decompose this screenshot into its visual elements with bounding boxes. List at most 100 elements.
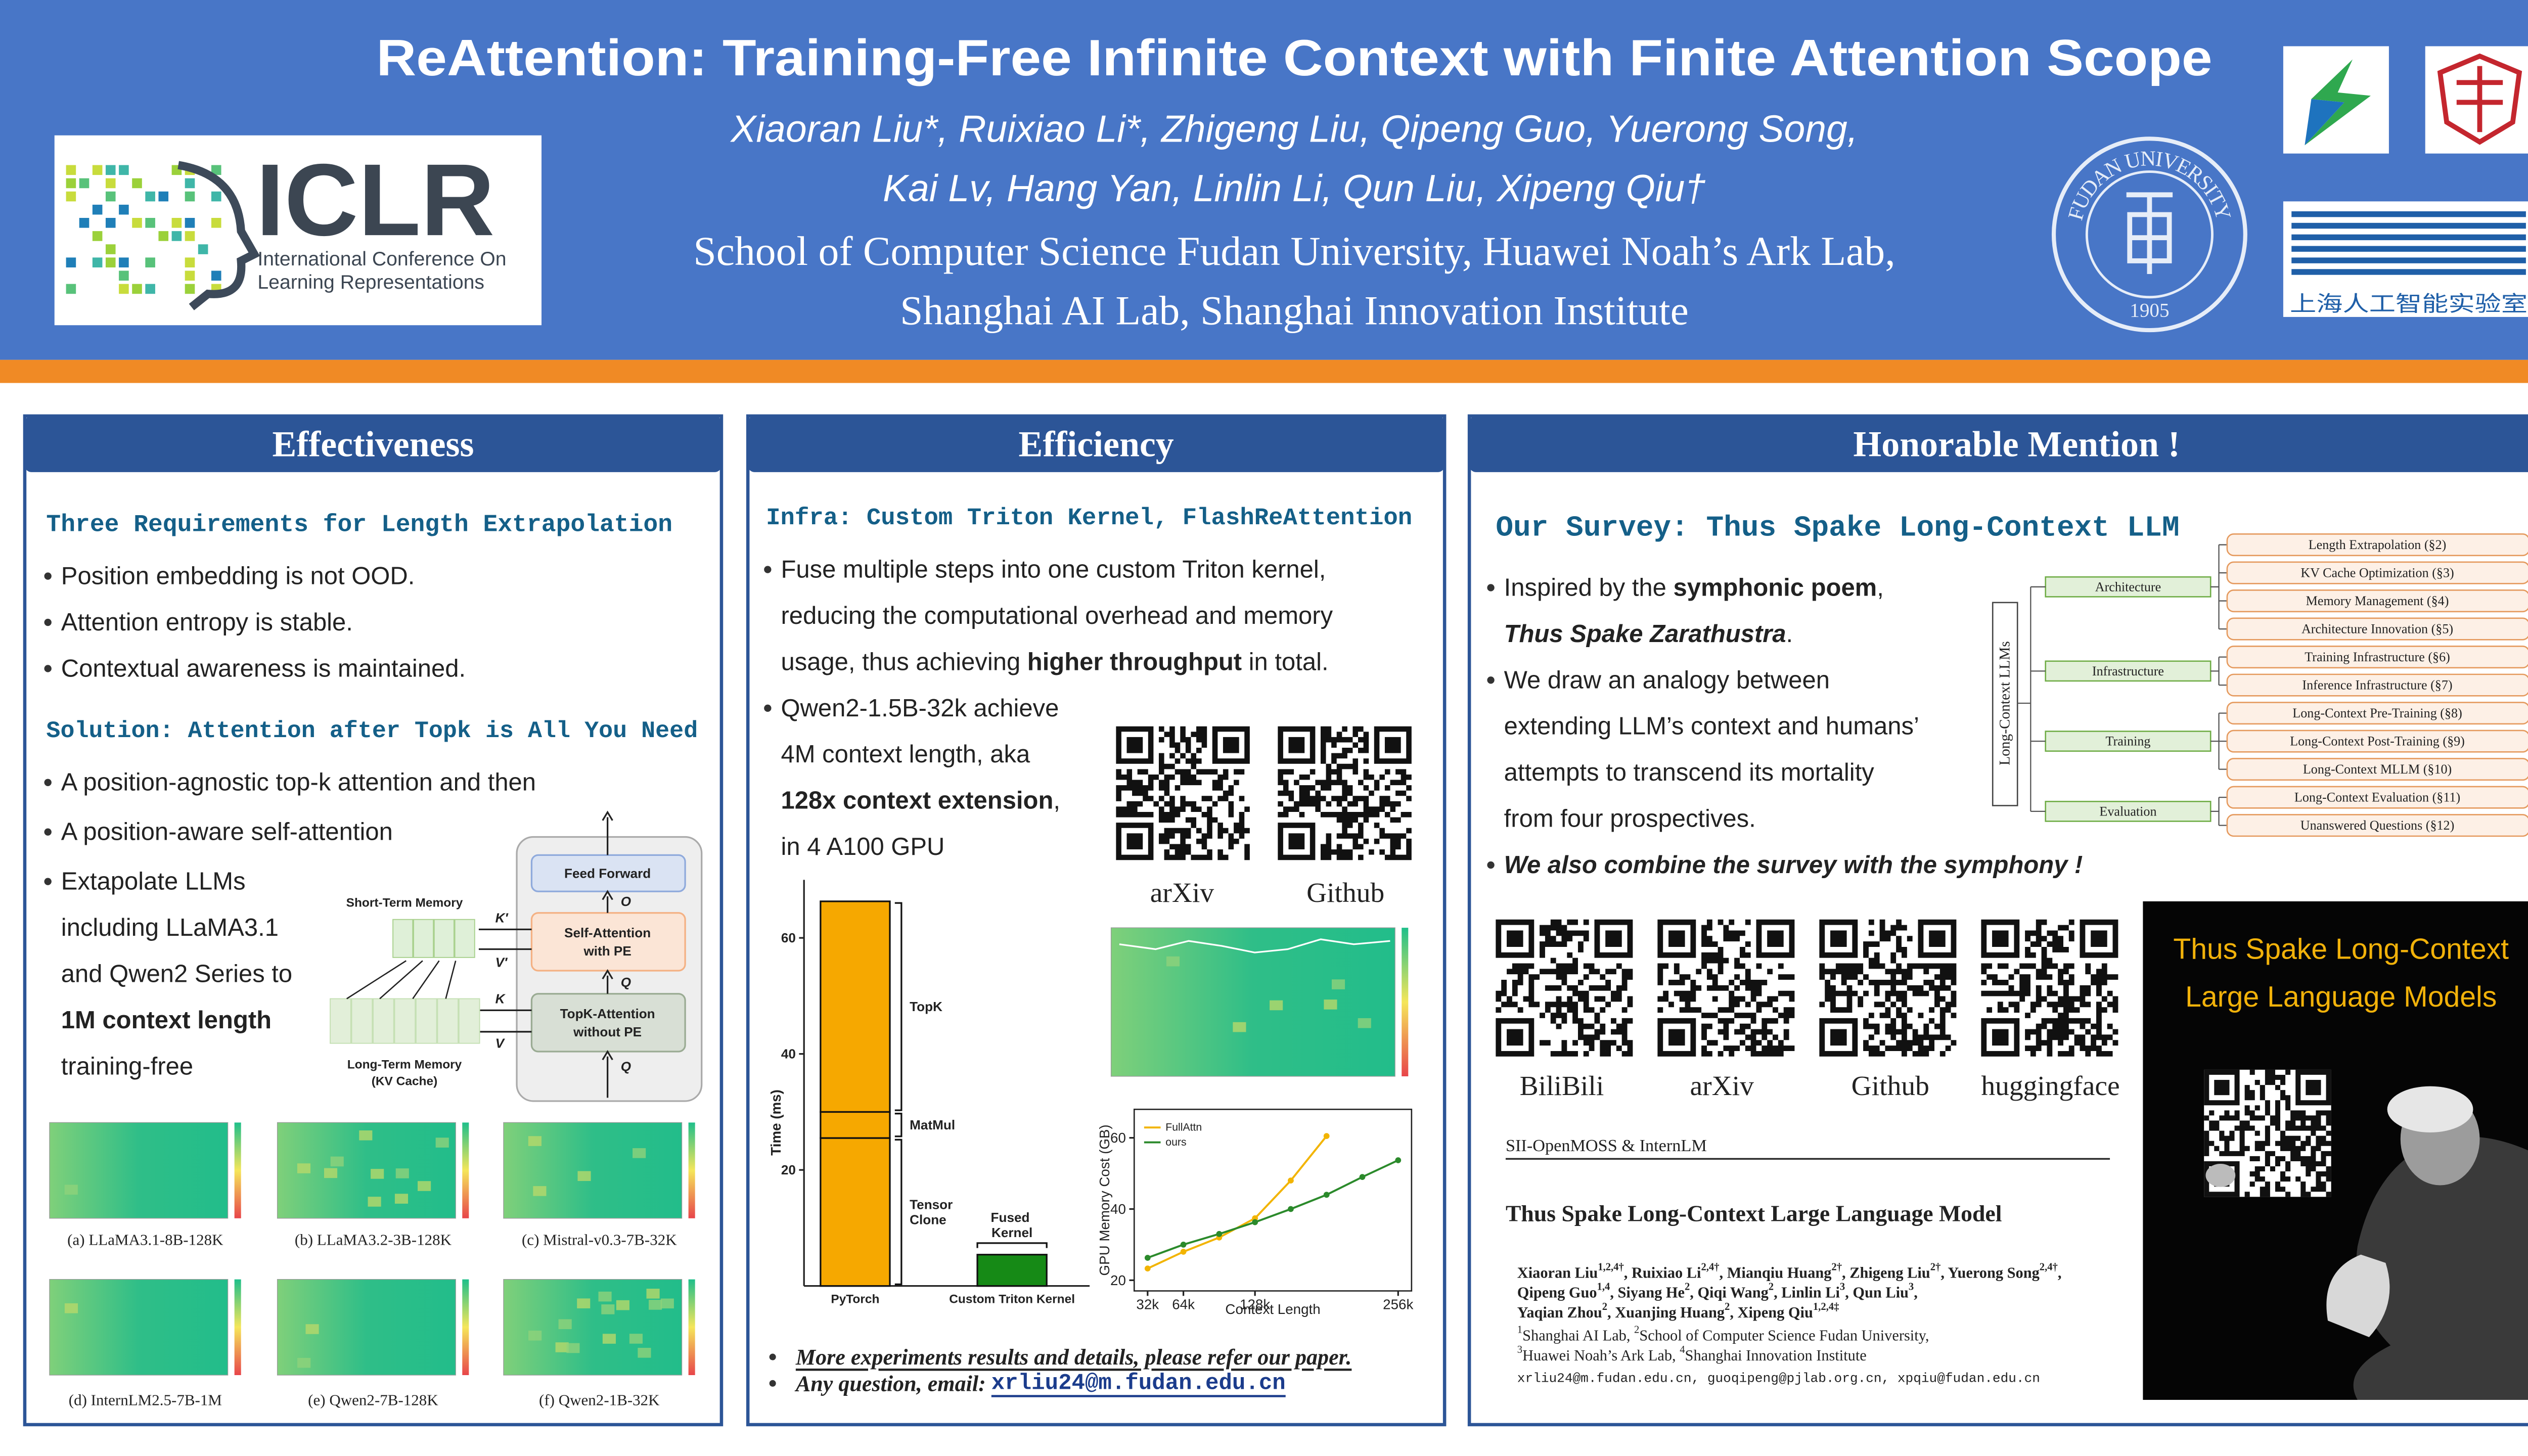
logo-pixel bbox=[119, 270, 129, 281]
paper-affiliations-part: 2 bbox=[1634, 1325, 1639, 1336]
memory-cell bbox=[433, 919, 455, 958]
bullet-text: attempts to transcend its mortality bbox=[1504, 759, 1875, 786]
memory-cell bbox=[330, 998, 351, 1044]
logo-pixel bbox=[132, 218, 142, 228]
paper-authors: Xiaoran Liu1,2,4†, Ruixiao Li2,4†, Mianq… bbox=[1517, 1262, 2062, 1282]
logo-pixel bbox=[105, 218, 116, 228]
paper-authors-part: 2,4† bbox=[1701, 1262, 1719, 1273]
memory-cell bbox=[392, 919, 414, 958]
bullet bbox=[769, 1380, 776, 1387]
paper-authors-part: , Xuanjing Huang bbox=[1607, 1304, 1725, 1321]
tree-leaf bbox=[2226, 758, 2528, 781]
qr-label: Github bbox=[1306, 878, 1384, 908]
bullet bbox=[764, 566, 772, 573]
x-tick-label: 64k bbox=[1172, 1296, 1195, 1312]
bullet bbox=[769, 1353, 776, 1360]
iclr-subtitle: Learning Representations bbox=[257, 271, 484, 293]
bullet-text: from four prospectives. bbox=[1504, 805, 1756, 833]
heatmap-cell bbox=[324, 1168, 338, 1178]
paper-affiliations-part: 3 bbox=[1517, 1344, 1522, 1355]
tree-connector bbox=[2210, 712, 2227, 770]
tree-leaf bbox=[2226, 646, 2528, 669]
tree-leaf-label: Length Extrapolation (§2) bbox=[2309, 537, 2447, 552]
fudan-glyph bbox=[2126, 192, 2173, 275]
paper-authors-part: 3 bbox=[1909, 1282, 1914, 1293]
heatmap-colorbar bbox=[234, 1279, 241, 1375]
qr-code bbox=[1496, 919, 1633, 1057]
logo-pixel bbox=[119, 204, 129, 215]
bullet-text: Attention entropy is stable. bbox=[61, 609, 353, 636]
panel-heading: Honorable Mention ! bbox=[1853, 424, 2180, 464]
diagram-arrow bbox=[602, 1050, 613, 1098]
heatmap-cell bbox=[660, 1298, 674, 1309]
paper-authors-part: , Siyang He bbox=[1610, 1284, 1685, 1301]
memory-cell bbox=[351, 998, 373, 1044]
paper-emails: xrliu24@m.fudan.edu.cn, guoqipeng@pjlab.… bbox=[1517, 1371, 2040, 1386]
section-title: Solution: Attention after Topk is All Yo… bbox=[46, 718, 698, 745]
tree-branch bbox=[2045, 660, 2211, 682]
paper-authors-part: Xiaoran Liu bbox=[1517, 1264, 1598, 1282]
qr-finder bbox=[1830, 930, 1847, 947]
x-tick-label: 32k bbox=[1136, 1296, 1159, 1312]
qr-label: arXiv bbox=[1690, 1071, 1754, 1102]
bullet bbox=[764, 704, 772, 712]
y-tick-label: 20 bbox=[1110, 1272, 1126, 1288]
heatmap-colorbar bbox=[234, 1122, 241, 1218]
bullet-text: A position-agnostic top-k attention and … bbox=[61, 769, 536, 796]
logo-pixel bbox=[145, 284, 155, 294]
y-tick-label: 40 bbox=[781, 1046, 796, 1062]
logo-pixel bbox=[158, 231, 169, 241]
heatmap-caption: (e) Qwen2-7B-128K bbox=[308, 1391, 438, 1408]
bullet-text: Fuse multiple steps into one custom Trit… bbox=[781, 556, 1326, 583]
qr-finder bbox=[1992, 930, 2009, 947]
paper-authors-part: , Mianqiu Huang bbox=[1720, 1264, 1832, 1282]
qr-finder bbox=[1668, 930, 1685, 947]
diagram-label: Short-Term Memory bbox=[346, 896, 463, 910]
bullet-text: reducing the computational overhead and … bbox=[781, 602, 1333, 629]
memory-cell bbox=[394, 998, 416, 1044]
heatmap-trace bbox=[1119, 938, 1390, 953]
diagram-arrow bbox=[445, 961, 457, 999]
section-title: Infra: Custom Triton Kernel, FlashReAtte… bbox=[766, 505, 1412, 532]
book-figure bbox=[2353, 1136, 2528, 1400]
qr-finder bbox=[1507, 930, 1523, 947]
tree-leaf bbox=[2226, 814, 2528, 837]
tree-leaf bbox=[2226, 533, 2528, 557]
paper-affiliations-part: 1 bbox=[1517, 1325, 1522, 1336]
diagram-box bbox=[530, 912, 686, 972]
qr-finder bbox=[1507, 1029, 1523, 1046]
heatmap-cell bbox=[297, 1163, 311, 1173]
heatmap-cell bbox=[649, 1300, 662, 1310]
bullet-text-part: We also combine the survey with the symp… bbox=[1504, 851, 2083, 879]
diagram-label: with PE bbox=[583, 943, 631, 959]
heatmap bbox=[49, 1122, 229, 1219]
authors: Kai Lv, Hang Yan, Linlin Li, Qun Liu, Xi… bbox=[883, 167, 1706, 209]
iclr-subtitle: International Conference On bbox=[257, 248, 506, 270]
heatmap-cell bbox=[371, 1169, 384, 1179]
heatmap-colorbar bbox=[688, 1122, 695, 1218]
logo-pixel bbox=[211, 218, 221, 228]
paper-authors-part: 2 bbox=[1602, 1301, 1607, 1312]
bullet bbox=[1487, 861, 1495, 869]
tree-leaf-label: Inference Infrastructure (§7) bbox=[2302, 678, 2452, 693]
paper-authors-part: , Zhigeng Liu bbox=[1842, 1264, 1930, 1282]
tree-leaf bbox=[2226, 702, 2528, 725]
logo-pixel bbox=[105, 178, 116, 189]
bullet-text: including LLaMA3.1 bbox=[61, 914, 279, 941]
qr-finder bbox=[1288, 737, 1305, 753]
heatmap-cell bbox=[64, 1303, 78, 1313]
memory-cell bbox=[372, 998, 394, 1044]
bracket bbox=[894, 902, 902, 1111]
logo-pixel bbox=[185, 191, 195, 202]
poster-title: ReAttention: Training-Free Infinite Cont… bbox=[376, 29, 2212, 86]
bullet-text-part: , bbox=[1877, 574, 1884, 601]
logo-pixel bbox=[145, 218, 155, 228]
panel-header bbox=[1469, 416, 2528, 472]
logo-pixel bbox=[132, 178, 142, 189]
paper-authors-part: 2† bbox=[1831, 1262, 1842, 1273]
x-tick-label: 256k bbox=[1383, 1296, 1413, 1312]
bullet bbox=[44, 618, 52, 626]
qr-code bbox=[1981, 919, 2118, 1057]
point bbox=[1359, 1174, 1366, 1180]
diagram-label: (KV Cache) bbox=[372, 1074, 438, 1088]
